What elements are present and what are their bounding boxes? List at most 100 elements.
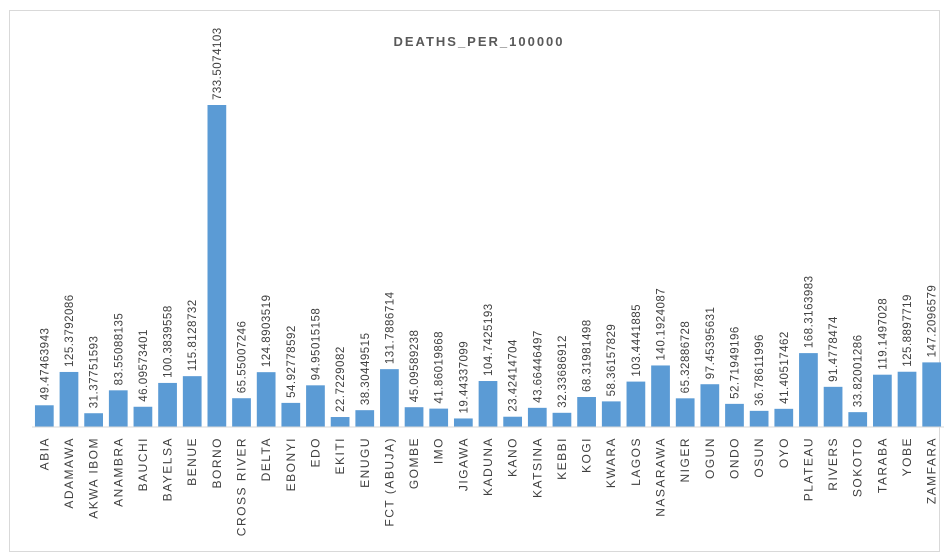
data-label: 33.82001286 xyxy=(853,334,865,407)
data-label: 103.4441885 xyxy=(631,304,643,377)
bar-delta xyxy=(256,372,276,427)
bar-bauchi xyxy=(133,406,153,427)
category-label: OYO xyxy=(777,437,791,468)
bar-lagos xyxy=(626,381,646,427)
bar-ogun xyxy=(700,384,720,427)
data-label: 131.7886714 xyxy=(384,291,396,364)
bar-ekiti xyxy=(330,417,350,427)
category-label: ONDO xyxy=(727,437,741,479)
category-label: EKITI xyxy=(333,437,347,475)
category-label: PLATEAU xyxy=(801,437,815,501)
bar-anambra xyxy=(108,390,128,427)
category-label: EBONYI xyxy=(284,437,298,491)
category-label: KOGI xyxy=(580,437,594,473)
category-label: AKWA IBOM xyxy=(87,437,101,519)
data-label: 54.92778592 xyxy=(286,325,298,398)
data-label: 83.55088135 xyxy=(113,313,125,386)
category-label: KEBBI xyxy=(555,437,569,480)
category-label: RIVERS xyxy=(826,437,840,491)
category-label: ZAMFARA xyxy=(925,437,939,504)
data-label: 41.40517462 xyxy=(779,331,791,404)
data-label: 43.66446497 xyxy=(532,330,544,403)
bar-ebonyi xyxy=(281,402,301,427)
data-label: 168.3163983 xyxy=(803,275,815,348)
bar-edo xyxy=(306,385,325,427)
data-label: 140.1924087 xyxy=(656,288,668,361)
bar-kano xyxy=(503,416,523,427)
bar-zamfara xyxy=(922,362,942,427)
data-label: 125.3792086 xyxy=(64,294,76,367)
category-label: KANO xyxy=(506,437,520,477)
data-label: 733.5074103 xyxy=(212,27,224,100)
data-label: 45.09589238 xyxy=(409,330,421,403)
category-label: BORNO xyxy=(210,437,224,489)
category-label: OSUN xyxy=(752,437,766,478)
data-label: 104.7425193 xyxy=(483,303,495,376)
bar-rivers xyxy=(823,386,843,427)
data-label: 23.42414704 xyxy=(508,339,520,412)
data-label: 100.3839558 xyxy=(163,305,175,378)
data-label: 97.45395631 xyxy=(705,307,717,380)
data-label: 68.31981498 xyxy=(582,319,594,392)
data-label: 52.71949196 xyxy=(729,326,741,399)
category-label: FCT (ABUJA) xyxy=(382,437,396,527)
data-label: 58.36157829 xyxy=(606,324,618,397)
data-label: 32.33686912 xyxy=(557,335,569,408)
bar-gombe xyxy=(404,407,424,427)
bar-benue xyxy=(182,376,202,427)
data-label: 125.8897719 xyxy=(902,294,914,367)
bar-akwa-ibom xyxy=(84,413,103,427)
data-label: 22.7229082 xyxy=(335,346,347,412)
bar-kaduna xyxy=(478,381,498,427)
data-label: 46.09573401 xyxy=(138,329,150,402)
data-label: 65.55007246 xyxy=(237,321,249,394)
chart-title: DEATHS_PER_100000 xyxy=(393,34,564,49)
category-label: SOKOTO xyxy=(851,437,865,497)
chart-frame xyxy=(9,10,940,552)
bar-abia xyxy=(34,405,54,427)
category-label: KWARA xyxy=(604,437,618,488)
data-label: 41.86019868 xyxy=(434,331,446,404)
bar-enugu xyxy=(355,410,375,427)
category-label: BAUCHI xyxy=(136,437,150,491)
category-label: NASARAWA xyxy=(654,437,668,517)
data-labels-group: 49.47463943 125.3792086 31.37751593 83.5508… xyxy=(39,27,938,413)
category-label: JIGAWA xyxy=(456,437,470,491)
category-label: BAYELSA xyxy=(161,437,175,501)
data-label: 94.95015158 xyxy=(310,308,322,381)
bar-kwara xyxy=(601,401,621,427)
category-label: NIGER xyxy=(678,437,692,483)
bar-plateau xyxy=(799,353,818,427)
category-label: GOMBE xyxy=(407,437,421,489)
category-label: ANAMBRA xyxy=(111,437,125,507)
data-label: 124.8903519 xyxy=(261,295,273,368)
bar-taraba xyxy=(873,374,892,427)
category-label: ADAMAWA xyxy=(62,437,76,509)
bar-sokoto xyxy=(848,412,868,427)
category-label: KATSINA xyxy=(530,437,544,498)
bar-kebbi xyxy=(552,412,572,427)
data-label: 31.37751593 xyxy=(89,336,101,409)
bar-adamawa xyxy=(59,371,79,427)
data-label: 65.32886728 xyxy=(680,321,692,394)
data-label: 119.1497028 xyxy=(877,298,889,370)
category-labels-group: ABIA ADAMAWA AKWA IBOM ANAMBRA BAUCHI BAYELSA… xyxy=(37,437,938,536)
data-label: 19.44337099 xyxy=(458,341,470,414)
data-label: 49.47463943 xyxy=(39,328,51,401)
category-label: LAGOS xyxy=(629,437,643,486)
bar-nasarawa xyxy=(651,365,670,427)
bar-jigawa xyxy=(453,418,473,427)
bar-oyo xyxy=(774,408,794,427)
bar-osun xyxy=(749,410,769,427)
category-label: ENUGU xyxy=(358,437,372,488)
category-label: ABIA xyxy=(37,437,51,470)
data-label: 147.2096579 xyxy=(927,285,939,358)
bar-bayelsa xyxy=(158,382,177,427)
data-label: 36.78611996 xyxy=(754,334,766,406)
category-label: CROSS RIVER xyxy=(235,437,249,536)
data-label: 115.8128732 xyxy=(187,299,199,371)
bar-niger xyxy=(675,398,695,427)
category-label: OGUN xyxy=(703,437,717,479)
category-label: BENUE xyxy=(185,437,199,486)
